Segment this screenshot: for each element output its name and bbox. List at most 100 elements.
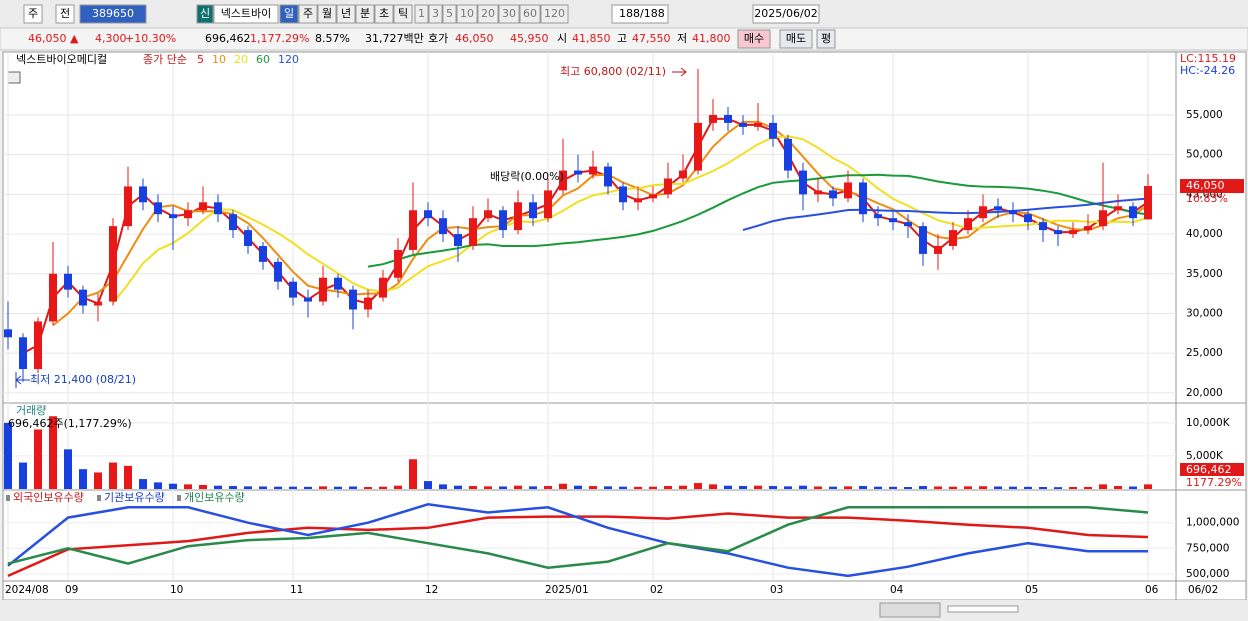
hc-label: HC:-24.26	[1180, 64, 1235, 77]
candle-body	[499, 210, 507, 231]
volume-bar	[529, 486, 537, 489]
volume-bar	[679, 485, 687, 489]
info-item: 45,950	[510, 32, 549, 45]
candle-body	[394, 249, 402, 278]
number-button[interactable]	[456, 4, 478, 24]
volume-bar	[724, 485, 732, 489]
candle-body	[124, 186, 132, 227]
button-label[interactable]: 주	[28, 7, 38, 20]
order-button[interactable]	[779, 29, 813, 49]
number-button-label[interactable]: 30	[502, 7, 516, 20]
stock-name-label[interactable]: 넥스트바이	[221, 7, 272, 20]
total: /188	[640, 7, 665, 20]
period-button[interactable]	[298, 4, 318, 24]
number-button[interactable]	[428, 4, 443, 24]
code-input-label[interactable]: 389650	[92, 7, 134, 20]
moving-average	[742, 197, 1149, 231]
button[interactable]	[55, 4, 75, 24]
number-button[interactable]	[540, 4, 569, 24]
candle-body	[544, 190, 552, 219]
legend-entry: 개인보유수량	[184, 491, 245, 504]
period-button[interactable]	[374, 4, 394, 24]
legend-ma: 120	[278, 53, 299, 66]
scroll-bar[interactable]	[0, 600, 1248, 621]
y-tick-label: 500,000	[1186, 568, 1229, 580]
number-button-label[interactable]: 120	[544, 7, 565, 20]
period-button-label[interactable]: 일	[284, 6, 294, 20]
volume-bar	[94, 472, 102, 489]
info-item[interactable]: 매도	[786, 32, 806, 45]
x-tick-label: 02	[650, 584, 663, 596]
volume-bar	[394, 485, 402, 489]
info-item: 1,177.29%	[250, 32, 309, 45]
volume-bar	[214, 485, 222, 489]
number-button-label[interactable]: 5	[446, 7, 453, 20]
candle-body	[619, 186, 627, 203]
annotation: 배당락(0.00%)	[490, 170, 564, 183]
zoom-slider[interactable]	[947, 605, 1019, 613]
info-item: 호가	[428, 32, 448, 45]
period-button[interactable]	[393, 4, 413, 24]
code-input[interactable]	[79, 4, 147, 24]
number-button[interactable]	[519, 4, 541, 24]
holding-line	[7, 503, 1148, 578]
info-item: 시	[557, 32, 567, 45]
volume-bar	[1039, 487, 1047, 489]
number-button-label[interactable]: 60	[523, 7, 537, 20]
period-button[interactable]	[279, 4, 299, 24]
badge-label[interactable]: 신	[200, 7, 210, 20]
info-item: 8.57%	[315, 32, 350, 45]
x-tick-label: 09	[65, 584, 78, 596]
candle-body	[709, 114, 717, 123]
period-button-label[interactable]: 월	[322, 7, 332, 20]
volume-bar	[439, 484, 447, 489]
button-label[interactable]: 전	[60, 7, 70, 20]
number-button-label[interactable]: 10	[460, 7, 474, 20]
number-button-label[interactable]: 3	[432, 7, 439, 20]
info-item[interactable]: 평	[821, 32, 831, 45]
period-button-label[interactable]: 초	[379, 7, 389, 20]
period-button-label[interactable]: 틱	[398, 7, 408, 20]
y-tick-label: 25,000	[1186, 347, 1223, 359]
candle-body	[469, 218, 477, 246]
order-button[interactable]	[737, 29, 771, 49]
date-input-label[interactable]: 2025/06/02	[754, 7, 817, 20]
number-button-label[interactable]: 20	[481, 7, 495, 20]
panel-title: 거래량	[16, 404, 46, 417]
date-input[interactable]	[752, 4, 820, 24]
number-button[interactable]	[498, 4, 520, 24]
number-button-label[interactable]: 1	[418, 7, 425, 20]
playback-buttons[interactable]	[879, 602, 941, 618]
volume-bar	[349, 486, 357, 489]
candle-body	[694, 122, 702, 171]
volume-bar	[964, 486, 972, 489]
table-icon[interactable]	[7, 71, 21, 84]
number-button[interactable]	[477, 4, 499, 24]
legend-swatch	[97, 495, 101, 501]
number-button[interactable]	[442, 4, 457, 24]
count: 188	[619, 7, 640, 20]
badge[interactable]	[196, 4, 214, 24]
volume-bar	[1054, 487, 1062, 489]
period-button-label[interactable]: 년	[341, 7, 351, 20]
volume-bar	[1069, 487, 1077, 489]
moving-average	[112, 135, 1149, 304]
candle-body	[289, 281, 297, 298]
arrow	[15, 372, 30, 388]
number-button[interactable]	[414, 4, 429, 24]
period-button[interactable]	[317, 4, 337, 24]
period-button[interactable]	[336, 4, 356, 24]
stock-name[interactable]	[213, 4, 279, 24]
period-button[interactable]	[355, 4, 375, 24]
order-button[interactable]	[816, 29, 836, 49]
period-button-label[interactable]: 주	[303, 7, 313, 20]
info-item[interactable]: 매수	[744, 32, 764, 45]
volume-bar	[1099, 484, 1107, 489]
info-item: 저	[677, 32, 687, 45]
price-tag-label: 46,050	[1186, 179, 1225, 192]
candle-body	[424, 210, 432, 219]
period-button-label[interactable]: 분	[360, 7, 370, 20]
button[interactable]	[23, 4, 43, 24]
candle-body	[769, 122, 777, 139]
